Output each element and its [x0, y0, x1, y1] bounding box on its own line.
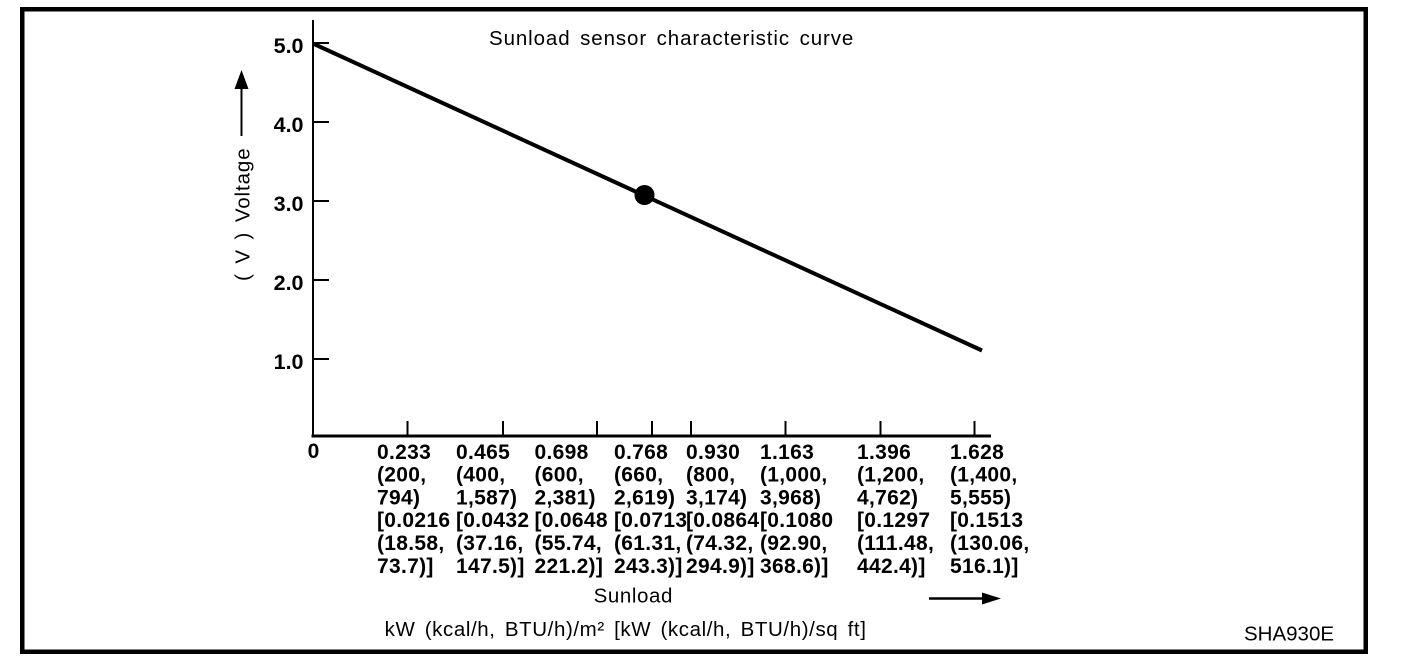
- svg-text:1.163(1,000,3,968)[0.1080(92.9: 1.163 (1,000, 3,968) [0.1080 (92.90, 368.6)]: [760, 441, 833, 578]
- svg-text:0.698(600,2,381)[0.0648(55.74,: 0.698 (600, 2,381) [0.0648 (55.74, 221.2)]: [535, 441, 608, 578]
- svg-text:2.0: 2.0: [274, 271, 304, 295]
- svg-text:5.0: 5.0: [274, 34, 304, 58]
- svg-text:3.0: 3.0: [274, 192, 304, 216]
- svg-text:0.768(660,2,619)[0.0713(61.31,: 0.768 (660, 2,619) [0.0713 (61.31, 243.3)]: [614, 441, 687, 578]
- svg-text:( V ) Voltage: ( V ) Voltage: [232, 147, 255, 281]
- svg-text:0: 0: [308, 440, 320, 463]
- svg-text:4.0: 4.0: [274, 113, 304, 137]
- svg-text:Sunload: Sunload: [594, 585, 673, 608]
- svg-text:1.396(1,200,4,762)[0.1297(111.: 1.396 (1,200, 4,762) [0.1297 (111.48, 442.4)]: [857, 441, 934, 578]
- svg-text:SHA930E: SHA930E: [1244, 623, 1334, 646]
- svg-text:1.628(1,400,5,555)[0.1513(130.: 1.628 (1,400, 5,555) [0.1513 (130.06, 516.1)]: [950, 441, 1029, 578]
- svg-text:kW (kcal/h, BTU/h)/m² [kW (kc: kW (kcal/h, BTU/h)/m² [kW (kcal/h, BTU/h…: [385, 618, 867, 641]
- svg-text:1.0: 1.0: [274, 350, 304, 374]
- svg-text:0.465(400,1,587)[0.0432(37.16,: 0.465 (400, 1,587) [0.0432 (37.16, 147.5)]: [456, 441, 529, 578]
- svg-text:Sunload sensor characteristic: Sunload sensor characteristic curve: [489, 27, 854, 50]
